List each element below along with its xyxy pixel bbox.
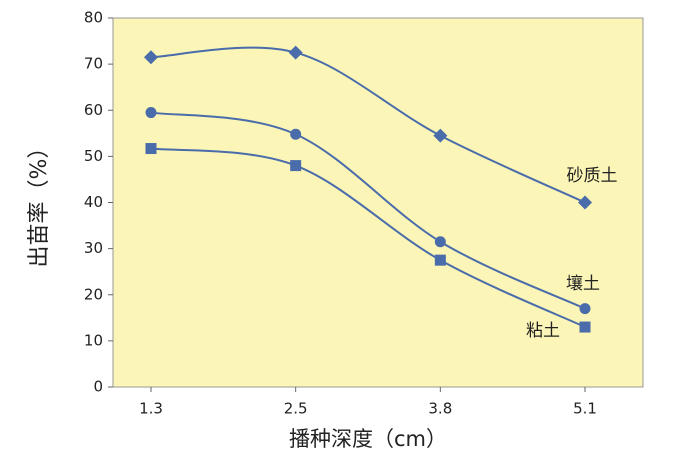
y-tick-label: 50 [84,147,103,165]
series-line [150,147,586,328]
y-tick-label: 10 [84,331,103,349]
y-tick-label: 30 [84,239,103,257]
series-line [150,46,586,204]
y-tick-label: 40 [84,193,103,211]
point [144,50,158,65]
point [434,236,446,248]
y-tick-label: 0 [93,378,103,396]
point [433,128,448,143]
x-tick-label: 5.1 [573,400,597,418]
point [288,45,303,60]
point [145,143,157,155]
point [290,160,302,172]
point [290,128,302,140]
y-tick-label: 20 [84,285,103,303]
point [434,254,446,266]
x-tick-label: 2.5 [284,400,308,418]
series-label: 壤土 [566,273,600,294]
point [579,321,591,333]
point [578,195,592,210]
plot-area [112,17,644,388]
series-label: 粘土 [526,321,560,341]
y-tick-label: 60 [84,101,103,119]
series-label: 砂质土 [567,166,618,186]
y-tick-label: 80 [84,9,103,27]
x-tick-label: 1.3 [139,400,163,418]
x-axis-label: 播种深度（cm） [289,427,447,451]
series-line [150,111,586,310]
x-tick-label: 3.8 [428,400,452,418]
y-axis-label: 出苗率（%） [27,137,52,268]
y-tick-label: 70 [84,55,103,73]
point [145,107,157,119]
point [579,303,591,315]
